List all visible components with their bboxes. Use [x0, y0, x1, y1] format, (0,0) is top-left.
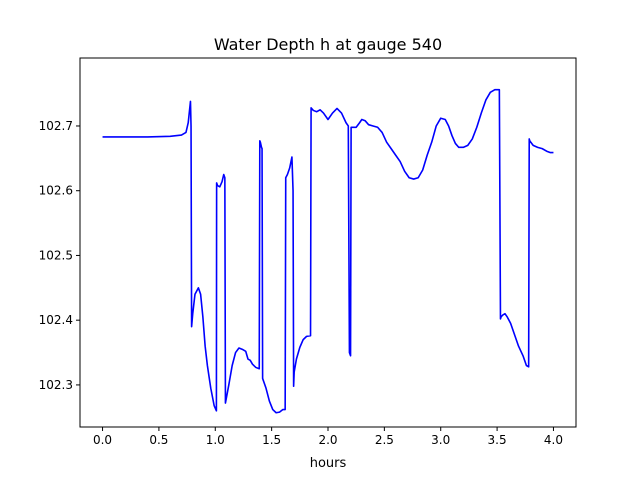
plot-area-frame: [79, 57, 577, 428]
y-tick-label: 102.7: [39, 119, 73, 133]
y-axis-ticks: 102.3 102.4 102.5 102.6 102.7: [39, 119, 80, 392]
x-axis-label: hours: [310, 456, 347, 471]
x-tick-label: 2.0: [318, 433, 337, 447]
y-tick-label: 102.4: [39, 313, 73, 327]
x-tick-label: 0.5: [149, 433, 168, 447]
plot-line-layer: [102, 88, 554, 414]
x-tick-label: 1.0: [206, 433, 225, 447]
chart-title: Water Depth h at gauge 540: [214, 35, 442, 54]
x-tick-label: 3.0: [431, 433, 450, 447]
x-tick-label: 1.5: [262, 433, 281, 447]
series-line-0: [102, 88, 554, 414]
y-tick-label: 102.3: [39, 378, 73, 392]
x-axis-ticks: 0.0 0.5 1.0 1.5 2.0 2.5 3.0 3.5 4.0: [93, 427, 563, 447]
x-tick-label: 0.0: [93, 433, 112, 447]
x-tick-label: 2.5: [375, 433, 394, 447]
x-tick-label: 4.0: [544, 433, 563, 447]
x-tick-label: 3.5: [488, 433, 507, 447]
y-tick-label: 102.6: [39, 184, 73, 198]
y-tick-label: 102.5: [39, 248, 73, 262]
